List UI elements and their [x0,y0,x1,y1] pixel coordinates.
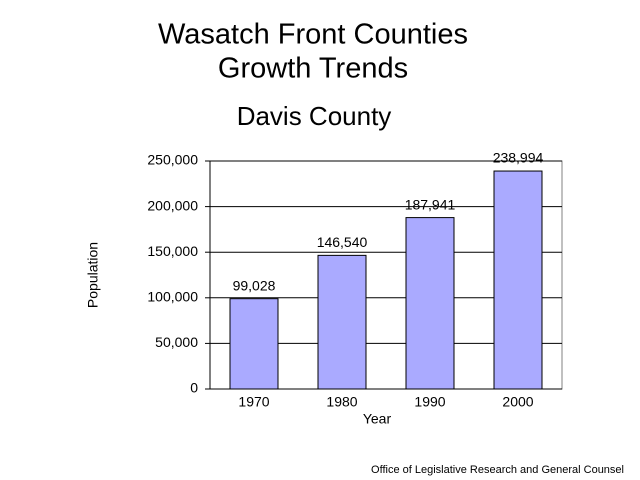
y-axis-label: Population [85,242,101,308]
chart-title: Wasatch Front Counties [158,19,468,51]
y-tick-label: 150,000 [147,243,198,259]
bar [405,217,455,390]
x-tick-label: 2000 [502,394,533,410]
bar [317,254,367,390]
chart-subtitle: Davis County [237,101,392,131]
x-tick-label: 1970 [238,394,269,410]
y-tick-label: 0 [190,380,198,396]
source-note: Office of Legislative Research and Gener… [371,464,624,476]
value-label: 146,540 [317,234,368,250]
value-label: 99,028 [233,277,276,293]
y-tick-label: 50,000 [155,334,198,350]
value-label: 187,941 [405,196,456,212]
x-axis-label: Year [363,411,392,427]
chart-title: Growth Trends [218,53,408,85]
value-label: 238,994 [493,150,544,166]
y-tick-label: 100,000 [147,289,198,305]
x-tick-label: 1990 [414,394,445,410]
bar [229,298,279,390]
bar [493,170,543,390]
y-tick-label: 200,000 [147,197,198,213]
x-tick-label: 1980 [326,394,357,410]
y-tick-label: 250,000 [147,152,198,168]
